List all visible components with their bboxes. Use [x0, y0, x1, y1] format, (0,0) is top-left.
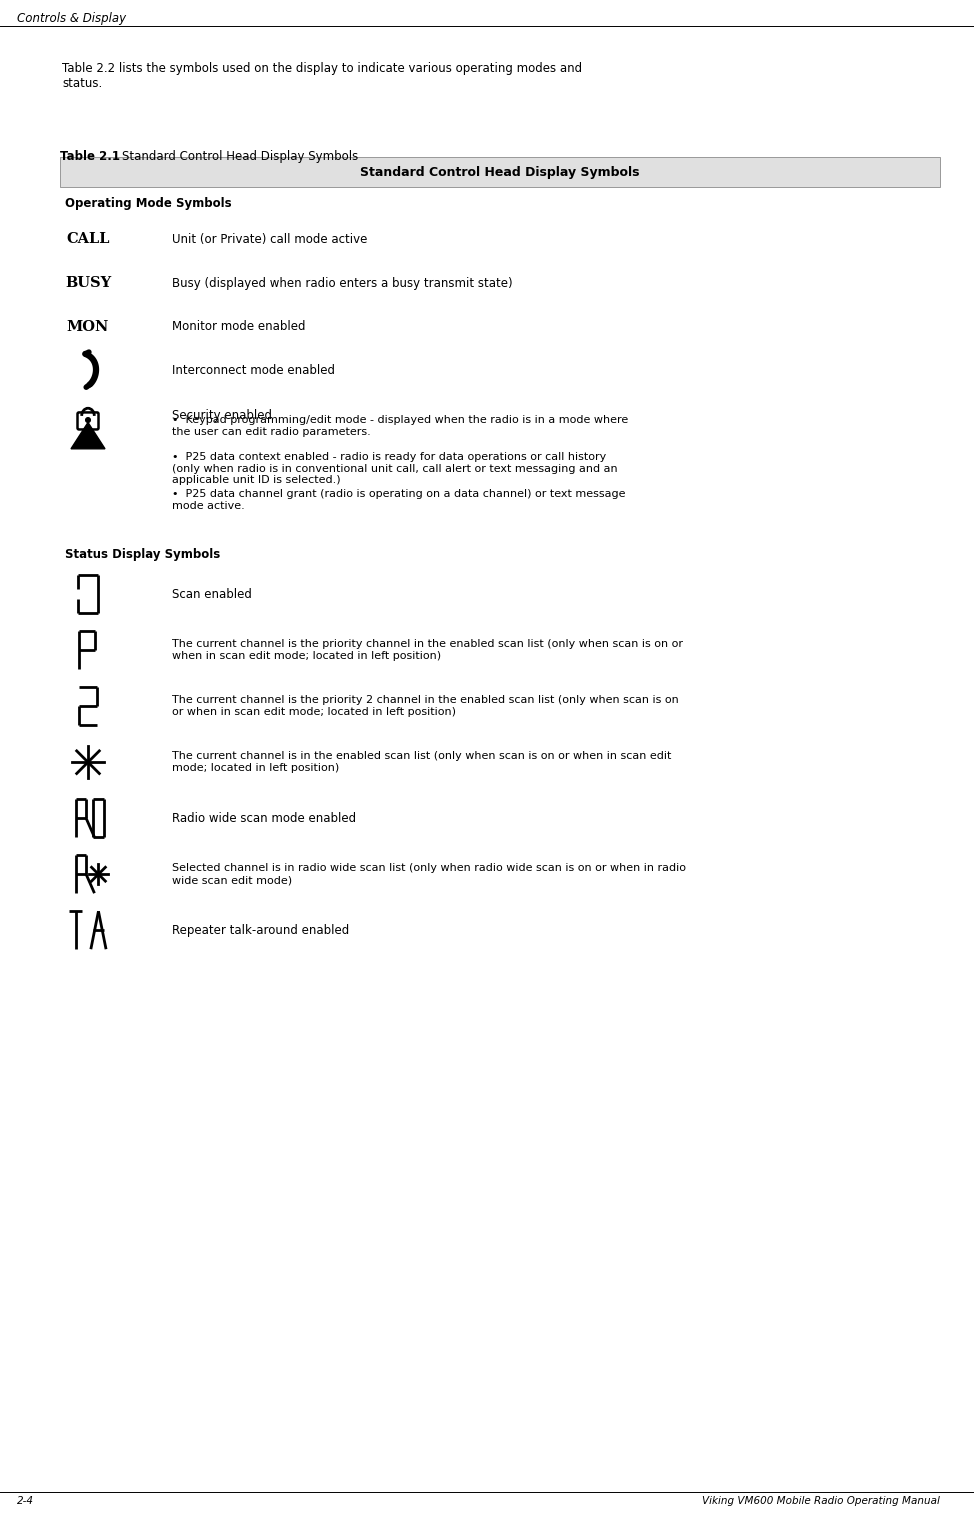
Text: Scan enabled: Scan enabled [172, 588, 252, 600]
Text: Monitor mode enabled: Monitor mode enabled [172, 321, 306, 333]
Text: Status Display Symbols: Status Display Symbols [65, 549, 220, 561]
Text: MON: MON [67, 321, 109, 334]
Text: Standard Control Head Display Symbols: Standard Control Head Display Symbols [360, 166, 640, 178]
Text: BUSY: BUSY [65, 277, 111, 290]
Text: Unit (or Private) call mode active: Unit (or Private) call mode active [172, 233, 367, 246]
FancyBboxPatch shape [60, 157, 940, 187]
Text: •  P25 data channel grant (radio is operating on a data channel) or text message: • P25 data channel grant (radio is opera… [172, 489, 625, 511]
Text: Viking VM600 Mobile Radio Operating Manual: Viking VM600 Mobile Radio Operating Manu… [702, 1496, 940, 1506]
Text: •  Keypad programming/edit mode - displayed when the radio is in a mode where
th: • Keypad programming/edit mode - display… [172, 415, 628, 436]
Text: Table 2.2 lists the symbols used on the display to indicate various operating mo: Table 2.2 lists the symbols used on the … [62, 62, 582, 90]
Text: Radio wide scan mode enabled: Radio wide scan mode enabled [172, 812, 356, 825]
Polygon shape [71, 423, 105, 448]
Text: Selected channel is in radio wide scan list (only when radio wide scan is on or : Selected channel is in radio wide scan l… [172, 863, 686, 885]
Text: Controls & Display: Controls & Display [17, 12, 126, 24]
Text: •  P25 data context enabled - radio is ready for data operations or call history: • P25 data context enabled - radio is re… [172, 451, 618, 485]
Text: Standard Control Head Display Symbols: Standard Control Head Display Symbols [122, 150, 358, 163]
Text: The current channel is in the enabled scan list (only when scan is on or when in: The current channel is in the enabled sc… [172, 751, 671, 774]
Text: Busy (displayed when radio enters a busy transmit state): Busy (displayed when radio enters a busy… [172, 277, 512, 289]
Text: Interconnect mode enabled: Interconnect mode enabled [172, 365, 335, 377]
Text: The current channel is the priority channel in the enabled scan list (only when : The current channel is the priority chan… [172, 640, 683, 661]
Text: Table 2.1: Table 2.1 [60, 150, 120, 163]
Text: Security enabled: Security enabled [172, 409, 272, 421]
FancyBboxPatch shape [78, 412, 98, 430]
Circle shape [86, 418, 91, 423]
Text: 2-4: 2-4 [17, 1496, 34, 1506]
Text: CALL: CALL [66, 233, 110, 246]
Text: The current channel is the priority 2 channel in the enabled scan list (only whe: The current channel is the priority 2 ch… [172, 696, 679, 717]
Text: Repeater talk-around enabled: Repeater talk-around enabled [172, 924, 350, 936]
Text: Operating Mode Symbols: Operating Mode Symbols [65, 198, 232, 210]
